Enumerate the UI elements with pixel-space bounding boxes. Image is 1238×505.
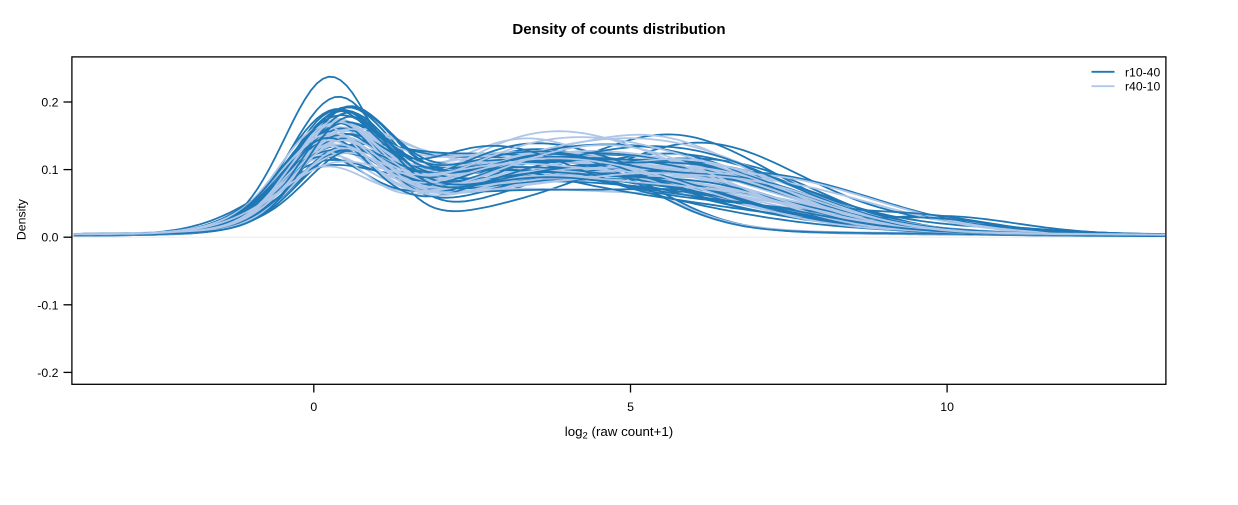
svg-text:0.1: 0.1: [41, 163, 58, 177]
svg-text:10: 10: [940, 400, 954, 414]
svg-text:Density: Density: [15, 198, 29, 240]
svg-text:-0.1: -0.1: [37, 298, 58, 312]
svg-text:Density of counts distribution: Density of counts distribution: [512, 21, 725, 38]
svg-text:r40-10: r40-10: [1125, 80, 1160, 94]
svg-text:-0.2: -0.2: [37, 366, 58, 380]
svg-text:0.0: 0.0: [41, 231, 58, 245]
svg-text:log2 (raw count+1): log2 (raw count+1): [565, 424, 673, 441]
svg-text:0: 0: [310, 400, 317, 414]
svg-text:5: 5: [627, 400, 634, 414]
svg-text:r10-40: r10-40: [1125, 65, 1160, 79]
svg-text:0.2: 0.2: [41, 96, 58, 110]
